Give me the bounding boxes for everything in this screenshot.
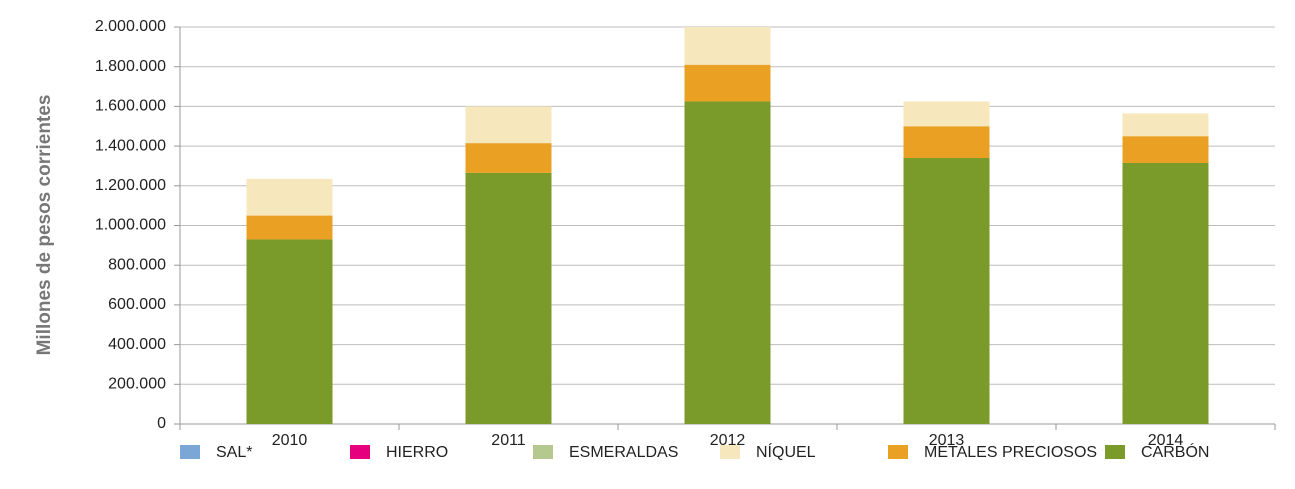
x-tick-label: 2012 <box>710 432 746 449</box>
x-tick-label: 2013 <box>929 432 965 449</box>
bar-segment <box>465 172 552 424</box>
bar-segment <box>903 126 990 159</box>
bar-segment <box>1122 162 1209 424</box>
legend-label: SAL* <box>216 444 252 461</box>
legend-swatch <box>180 445 200 459</box>
bar-segment <box>465 143 552 173</box>
bar-segment <box>246 239 333 424</box>
legend-label: CARBÓN <box>1141 442 1209 461</box>
legend-swatch <box>533 445 553 459</box>
y-axis-label: Millones de pesos corrientes <box>34 95 55 356</box>
legend-label: ESMERALDAS <box>569 444 678 461</box>
bar-segment <box>465 106 552 144</box>
y-tick-label: 800.000 <box>108 256 166 273</box>
x-tick-label: 2011 <box>491 432 526 449</box>
bar-segment <box>246 178 333 216</box>
bar-segment <box>903 158 990 424</box>
legend-swatch <box>888 445 908 459</box>
legend-label: HIERRO <box>386 444 448 461</box>
y-tick-label: 200.000 <box>108 376 166 393</box>
x-tick-label: 2010 <box>272 432 308 449</box>
y-tick-label: 1.400.000 <box>95 137 166 154</box>
legend-label: NÍQUEL <box>756 442 816 461</box>
legend-swatch <box>1105 445 1125 459</box>
y-tick-label: 1.600.000 <box>95 98 166 115</box>
y-tick-label: 1.000.000 <box>95 217 166 234</box>
y-tick-label: 1.800.000 <box>95 58 166 75</box>
y-tick-label: 400.000 <box>108 336 166 353</box>
bar-segment <box>903 101 990 127</box>
y-tick-label: 1.200.000 <box>95 177 166 194</box>
bar-segment <box>684 64 771 102</box>
y-tick-label: 2.000.000 <box>95 18 166 35</box>
legend-label: METALES PRECIOSOS <box>924 444 1097 461</box>
bar-segment <box>684 101 771 424</box>
legend-swatch <box>720 445 740 459</box>
y-tick-label: 600.000 <box>108 296 166 313</box>
y-tick-label: 0 <box>157 415 166 432</box>
bar-segment <box>1122 136 1209 163</box>
bar-segment <box>1122 113 1209 137</box>
legend-swatch <box>350 445 370 459</box>
bar-segment <box>246 215 333 240</box>
bar-segment <box>684 27 771 65</box>
x-tick-label: 2014 <box>1148 432 1184 449</box>
